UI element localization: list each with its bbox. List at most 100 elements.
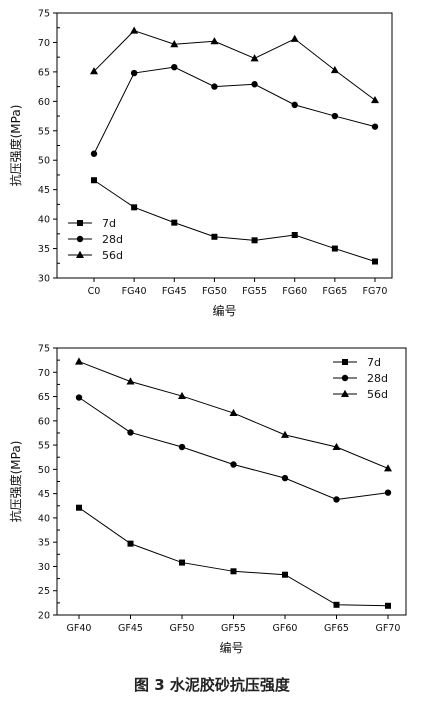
data-point-7d — [291, 232, 298, 239]
x-tick-label: FG45 — [162, 286, 187, 297]
y-tick-label: 65 — [38, 392, 50, 403]
data-point-7d — [331, 245, 338, 252]
data-point-7d — [372, 258, 378, 265]
y-tick-label: 35 — [38, 538, 50, 549]
y-axis-label: 抗压强度(MPa) — [8, 105, 23, 187]
data-point-28d — [127, 429, 134, 436]
legend-marker-28d — [341, 374, 349, 382]
y-tick-label: 65 — [38, 67, 50, 78]
data-point-28d — [281, 474, 289, 482]
data-point-28d — [211, 83, 218, 90]
data-point-56d — [75, 357, 83, 365]
data-point-28d — [291, 101, 298, 109]
data-point-56d — [332, 442, 341, 451]
x-tick-label: GF65 — [324, 623, 349, 634]
data-point-28d — [384, 489, 392, 496]
series-line-56d — [93, 30, 376, 101]
data-point-28d — [251, 81, 258, 88]
x-tick-label: FG50 — [202, 286, 227, 297]
legend-label-7d: 7d — [102, 217, 116, 230]
data-point-28d — [90, 150, 98, 157]
legend-label-7d: 7d — [367, 356, 381, 369]
data-point-56d — [290, 34, 299, 42]
x-tick-label: FG60 — [282, 286, 307, 297]
data-point-56d — [281, 430, 289, 438]
legend-marker-7d — [342, 359, 348, 365]
y-tick-label: 50 — [38, 465, 50, 476]
series-line-28d — [93, 66, 376, 154]
y-tick-label: 45 — [38, 489, 50, 500]
legend-label-28d: 28d — [367, 372, 388, 385]
data-point-28d — [230, 461, 237, 468]
y-tick-label: 75 — [38, 9, 50, 20]
series-line-7d — [93, 179, 376, 262]
y-tick-label: 20 — [38, 611, 50, 622]
x-tick-label: GF50 — [170, 623, 195, 634]
y-tick-label: 35 — [38, 244, 50, 255]
data-point-28d — [178, 443, 186, 451]
figure-caption: 图 3 水泥胶砂抗压强度 — [134, 676, 290, 694]
x-tick-label: FG65 — [322, 286, 347, 297]
chart-bottom: 20 25 30 35 40 45 50 55 60 65 70 75 GF40 GF45 GF50 GF55… — [8, 344, 407, 655]
data-point-7d — [76, 504, 82, 511]
data-point-56d — [210, 37, 219, 45]
legend-marker-7d — [77, 220, 83, 226]
data-point-28d — [331, 112, 339, 120]
y-tick-label: 70 — [38, 38, 50, 49]
y-tick-label: 40 — [38, 215, 50, 226]
x-tick-label: FG55 — [242, 286, 267, 297]
plot-frame — [56, 347, 407, 616]
data-point-7d — [251, 237, 258, 244]
y-tick-label: 55 — [38, 441, 50, 452]
x-axis-label: 编号 — [212, 303, 236, 318]
x-tick-label: GF60 — [273, 623, 298, 634]
y-tick-label: 45 — [38, 185, 50, 196]
data-point-28d — [75, 394, 83, 401]
y-tick-label: 55 — [38, 126, 50, 137]
legend-marker-56d — [76, 250, 84, 258]
data-point-28d — [371, 123, 379, 130]
legend-marker-56d — [341, 389, 349, 397]
data-point-56d — [250, 54, 259, 62]
data-point-56d — [384, 464, 392, 472]
y-tick-label: 60 — [38, 416, 50, 427]
y-tick-label: 70 — [38, 368, 50, 379]
data-point-56d — [371, 95, 379, 104]
y-tick-label: 30 — [38, 562, 50, 573]
x-tick-label: GF55 — [221, 623, 246, 634]
x-axis-label: 编号 — [219, 640, 243, 655]
y-tick-label: 30 — [38, 274, 50, 285]
legend-label-56d: 56d — [367, 388, 388, 401]
x-tick-label: FG40 — [122, 286, 147, 297]
x-tick-label: C0 — [88, 286, 101, 297]
y-tick-label: 60 — [38, 97, 50, 108]
data-point-7d — [230, 568, 237, 575]
data-point-7d — [282, 571, 288, 578]
y-tick-label: 75 — [38, 344, 50, 355]
chart-top: 30 35 40 45 50 55 60 65 70 75 C0 FG40 FG45 FG50 FG55 FG… — [8, 9, 393, 318]
data-point-56d — [90, 67, 98, 75]
x-tick-label: GF45 — [118, 623, 143, 634]
data-point-28d — [130, 69, 138, 77]
data-point-7d — [131, 204, 138, 211]
y-tick-label: 40 — [38, 513, 50, 524]
data-point-56d — [178, 391, 186, 400]
data-point-7d — [171, 219, 178, 226]
x-tick-label: GF70 — [376, 623, 401, 634]
data-point-56d — [170, 40, 179, 48]
data-point-56d — [330, 65, 339, 74]
legend-label-56d: 56d — [102, 249, 123, 262]
data-point-7d — [333, 601, 340, 608]
y-axis-label: 抗压强度(MPa) — [8, 441, 23, 523]
x-tick-label: FG70 — [363, 286, 388, 297]
data-point-7d — [91, 177, 97, 184]
y-tick-label: 50 — [38, 156, 50, 167]
data-point-28d — [171, 63, 178, 71]
data-point-7d — [211, 233, 218, 240]
legend-label-28d: 28d — [102, 233, 123, 246]
data-point-56d — [130, 26, 139, 34]
data-point-56d — [126, 377, 135, 385]
legend-marker-28d — [76, 235, 84, 243]
data-point-7d — [127, 540, 134, 547]
data-point-56d — [229, 408, 238, 417]
